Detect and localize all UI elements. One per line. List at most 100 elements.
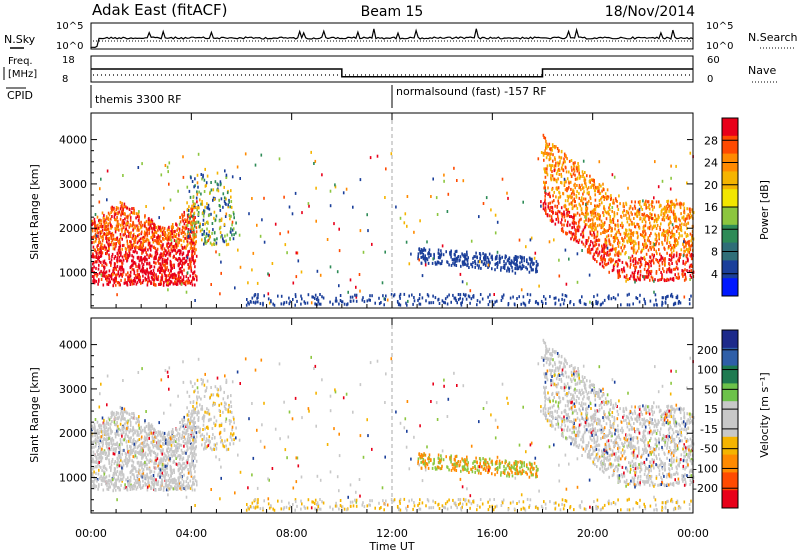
velocity-echo: [187, 433, 190, 436]
velocity-echo: [164, 466, 167, 470]
power-echo: [438, 302, 441, 305]
power-echo: [561, 163, 564, 167]
power-echo: [651, 253, 654, 257]
power-echo: [165, 279, 167, 283]
power-echo: [316, 269, 319, 273]
nsearch-tick-bottom: 10^0: [706, 41, 733, 52]
power-echo: [573, 303, 575, 307]
velocity-echo: [92, 480, 95, 483]
velocity-echo: [105, 482, 107, 486]
power-echo: [494, 262, 497, 266]
velocity-echo: [175, 457, 177, 460]
power-echo: [421, 296, 424, 300]
power-echo: [584, 244, 587, 248]
power-echo: [688, 245, 691, 249]
power-echo: [138, 233, 141, 236]
power-echo: [413, 296, 415, 299]
velocity-echo: [142, 443, 145, 446]
velocity-echo: [145, 456, 147, 459]
velocity-echo: [119, 438, 122, 441]
power-echo: [562, 169, 565, 173]
power-echo: [256, 223, 258, 227]
power-echo: [376, 154, 379, 158]
freq-panel: Freq. [MHz] 18 8 60 0 Nave: [3, 55, 778, 85]
power-echo: [137, 234, 139, 238]
power-echo: [479, 293, 482, 296]
power-echo: [580, 233, 582, 237]
power-echo: [555, 145, 557, 149]
velocity-echo: [135, 469, 137, 473]
power-echo: [354, 293, 356, 297]
power-echo: [160, 269, 163, 273]
power-echo: [181, 228, 184, 232]
power-echo: [169, 231, 172, 235]
power-echo: [98, 221, 101, 225]
power-echo: [109, 274, 111, 278]
power-echo: [178, 267, 181, 271]
power-echo: [181, 272, 184, 276]
power-echo: [623, 214, 625, 218]
power-echo: [590, 226, 593, 230]
power-echo: [94, 255, 97, 259]
power-echo: [105, 221, 108, 225]
velocity-echo: [181, 477, 184, 481]
power-echo: [182, 235, 185, 239]
velocity-echo: [129, 420, 132, 424]
power-echo: [556, 147, 559, 150]
power-echo: [150, 275, 153, 279]
power-echo: [461, 280, 464, 284]
power-echo: [137, 225, 139, 229]
velocity-echo: [194, 488, 196, 492]
power-echo: [591, 183, 593, 187]
velocity-echo: [191, 414, 193, 418]
power-echo: [189, 246, 192, 250]
power-echo: [675, 276, 678, 279]
power-echo: [654, 224, 656, 228]
power-echo: [196, 278, 198, 282]
velocity-echo: [145, 444, 147, 448]
power-echo: [492, 303, 495, 307]
power-echo: [171, 229, 173, 233]
power-echo: [577, 165, 580, 169]
velocity-echo: [161, 471, 164, 475]
power-echo: [567, 207, 569, 211]
velocity-echo: [136, 417, 138, 421]
power-echo: [92, 255, 94, 259]
power-echo: [664, 257, 666, 261]
power-echo: [561, 227, 563, 231]
power-echo: [172, 225, 174, 229]
power-echo: [574, 182, 576, 186]
power-echo: [558, 155, 561, 159]
power-echo: [184, 261, 186, 265]
power-echo: [449, 253, 452, 257]
power-echo: [636, 231, 639, 235]
power-echo: [670, 231, 672, 235]
power-echo: [101, 225, 104, 228]
power-echo: [137, 265, 139, 269]
power-echo: [236, 165, 239, 169]
power-echo: [201, 233, 204, 237]
power-echo: [207, 203, 210, 207]
velocity-echo: [129, 445, 131, 448]
power-echo: [164, 266, 167, 270]
power-echo: [564, 160, 566, 164]
power-echo: [116, 222, 119, 226]
power-echo: [494, 231, 497, 235]
power-echo: [601, 189, 603, 193]
velocity-echo: [116, 478, 118, 482]
velocity-echo: [184, 425, 187, 428]
power-echo: [608, 297, 610, 301]
velocity-echo: [165, 472, 168, 476]
power-echo: [106, 198, 108, 202]
power-echo: [566, 211, 568, 215]
power-echo: [625, 273, 628, 277]
power-echo: [599, 191, 602, 195]
power-echo: [95, 234, 98, 238]
power-echo: [543, 295, 545, 299]
power-echo: [130, 245, 133, 249]
power-echo: [569, 300, 572, 303]
power-echo: [522, 200, 524, 204]
power-echo: [662, 234, 665, 237]
power-echo: [657, 185, 660, 189]
power-echo: [627, 186, 629, 190]
